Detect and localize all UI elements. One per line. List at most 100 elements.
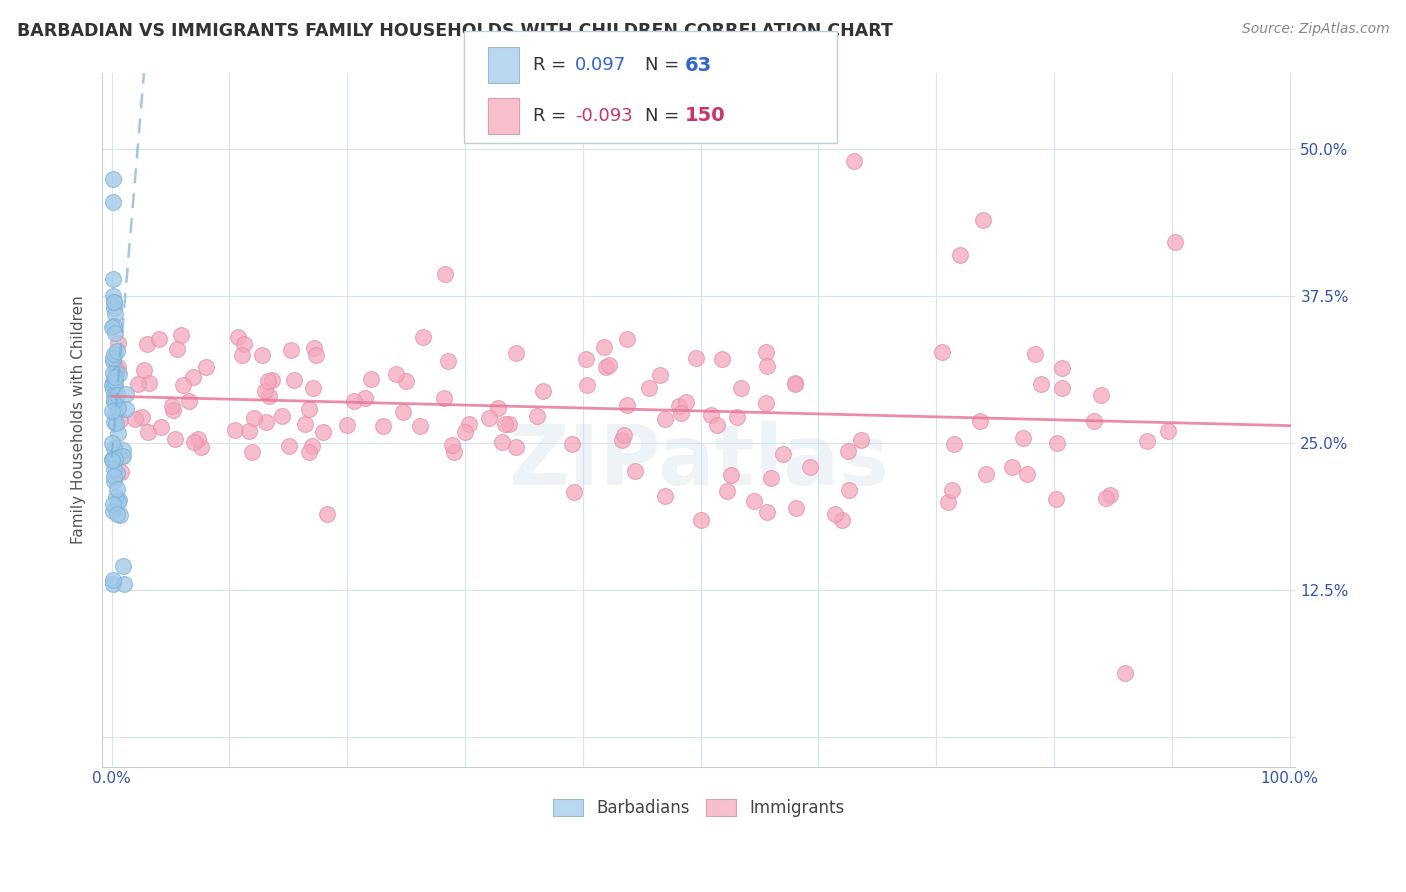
Point bbox=[177, 393, 200, 408]
Point bbox=[101, 375, 124, 389]
Point bbox=[104, 451, 127, 466]
Point bbox=[103, 382, 125, 396]
Point bbox=[242, 411, 264, 425]
Point bbox=[172, 378, 194, 392]
Point bbox=[412, 330, 434, 344]
Point bbox=[294, 417, 316, 432]
Point bbox=[111, 442, 134, 457]
Point bbox=[107, 401, 129, 415]
Point bbox=[837, 444, 859, 458]
Point bbox=[785, 376, 807, 390]
Point bbox=[654, 489, 676, 503]
Point bbox=[725, 410, 748, 425]
Point bbox=[1157, 425, 1180, 439]
Point bbox=[103, 374, 125, 388]
Point bbox=[1114, 665, 1136, 680]
Point bbox=[409, 419, 432, 434]
Text: R =: R = bbox=[533, 56, 572, 74]
Point bbox=[112, 577, 135, 591]
Point bbox=[107, 359, 129, 374]
Point bbox=[103, 378, 125, 392]
Text: N =: N = bbox=[645, 107, 685, 125]
Point bbox=[226, 330, 249, 344]
Point bbox=[354, 391, 377, 405]
Point bbox=[103, 394, 125, 409]
Point bbox=[101, 577, 124, 591]
Point bbox=[110, 465, 132, 479]
Point bbox=[312, 425, 335, 439]
Point bbox=[711, 351, 734, 366]
Point bbox=[283, 373, 305, 387]
Point bbox=[616, 398, 638, 412]
Point bbox=[931, 345, 953, 359]
Text: Source: ZipAtlas.com: Source: ZipAtlas.com bbox=[1241, 22, 1389, 37]
Point bbox=[103, 294, 125, 309]
Text: N =: N = bbox=[645, 56, 685, 74]
Point bbox=[101, 289, 124, 303]
Point bbox=[105, 344, 128, 359]
Point bbox=[101, 366, 124, 380]
Point bbox=[598, 359, 620, 373]
Point bbox=[526, 409, 548, 424]
Text: 0.097: 0.097 bbox=[575, 56, 626, 74]
Point bbox=[1083, 414, 1105, 428]
Point bbox=[1050, 381, 1073, 395]
Point bbox=[103, 301, 125, 315]
Point bbox=[254, 384, 277, 398]
Point bbox=[103, 318, 125, 333]
Point bbox=[105, 482, 128, 496]
Point bbox=[785, 500, 807, 515]
Point bbox=[562, 485, 585, 500]
Point bbox=[716, 483, 738, 498]
Point bbox=[783, 377, 806, 392]
Point bbox=[575, 351, 598, 366]
Point bbox=[103, 415, 125, 429]
Point bbox=[271, 409, 294, 423]
Point bbox=[124, 412, 146, 426]
Point bbox=[1045, 492, 1067, 507]
Point bbox=[187, 432, 209, 446]
Point bbox=[190, 440, 212, 454]
Point bbox=[110, 412, 132, 426]
Point bbox=[101, 435, 124, 450]
Point bbox=[104, 406, 127, 420]
Point bbox=[224, 423, 246, 437]
Point bbox=[302, 381, 325, 395]
Point bbox=[103, 347, 125, 361]
Point bbox=[302, 341, 325, 355]
Point bbox=[759, 471, 782, 485]
Point bbox=[799, 460, 821, 475]
Point bbox=[1017, 467, 1039, 482]
Point bbox=[108, 508, 131, 523]
Point bbox=[755, 505, 778, 519]
Text: 150: 150 bbox=[685, 106, 725, 126]
Point bbox=[104, 389, 127, 403]
Point bbox=[360, 372, 382, 386]
Point bbox=[138, 376, 160, 391]
Point bbox=[394, 374, 416, 388]
Point bbox=[103, 295, 125, 310]
Point bbox=[111, 449, 134, 463]
Point bbox=[498, 417, 520, 431]
Point bbox=[104, 379, 127, 393]
Point bbox=[101, 404, 124, 418]
Point bbox=[238, 424, 260, 438]
Point bbox=[1136, 434, 1159, 448]
Point bbox=[111, 449, 134, 463]
Point bbox=[561, 437, 583, 451]
Point bbox=[101, 574, 124, 588]
Point bbox=[699, 408, 721, 422]
Point bbox=[943, 437, 966, 451]
Point bbox=[301, 440, 323, 454]
Point bbox=[103, 354, 125, 368]
Point bbox=[730, 381, 752, 395]
Point bbox=[371, 418, 394, 433]
Point bbox=[231, 348, 253, 362]
Point bbox=[1024, 347, 1046, 361]
Point bbox=[491, 435, 513, 450]
Point bbox=[103, 394, 125, 409]
Point bbox=[254, 415, 277, 429]
Point bbox=[103, 271, 125, 285]
Point bbox=[101, 497, 124, 511]
Point bbox=[838, 483, 860, 497]
